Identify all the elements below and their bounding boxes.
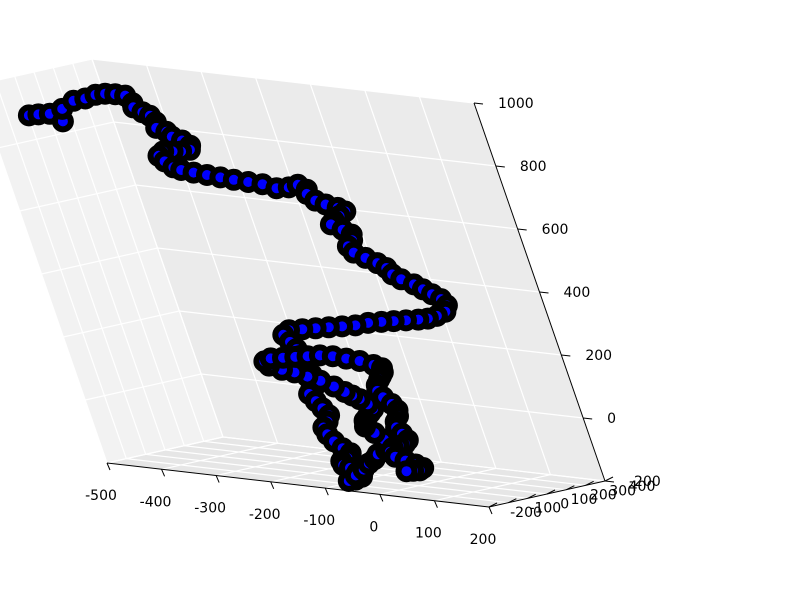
x-tick-label: -500 (85, 488, 117, 504)
z-tick-label: 800 (520, 159, 547, 175)
y-tick-label: 100 (571, 492, 598, 508)
x-tick-label: 200 (470, 532, 497, 548)
grid-line-z (0, 58, 475, 104)
grid-line-z (106, 436, 606, 482)
z-tick (473, 102, 484, 105)
y-tick (585, 480, 594, 486)
x-tick-label: 0 (369, 519, 378, 535)
z-tick (583, 417, 593, 420)
x-tick (161, 469, 166, 477)
z-tick-label: -200 (629, 474, 661, 490)
data-points (17, 82, 458, 492)
x-axis-line (106, 462, 490, 508)
z-tick (539, 291, 549, 294)
z-tick-label: 0 (607, 411, 616, 427)
z-tick (495, 165, 505, 168)
z-tick-label: 400 (564, 285, 591, 301)
x-tick (433, 500, 438, 508)
x-tick (324, 487, 329, 496)
data-point (395, 460, 418, 483)
z-tick-label: 1000 (498, 96, 534, 112)
grid-line-z (0, 121, 496, 167)
y-tick (566, 485, 575, 491)
y-tick (527, 493, 536, 499)
x-tick (215, 475, 220, 483)
x-tick-label: -200 (249, 507, 281, 523)
z-tick (604, 480, 615, 483)
y-tick-label: 400 (629, 479, 656, 495)
y-tick-label: -100 (529, 501, 561, 517)
x-tick (270, 481, 275, 490)
y-tick (546, 489, 556, 495)
x-tick (106, 462, 111, 471)
grid-line-z (19, 184, 518, 230)
grid-line-z (63, 310, 562, 356)
x-tick-label: -300 (194, 501, 226, 517)
z-tick-label: 600 (542, 222, 569, 238)
y-tick-label: -200 (510, 505, 542, 521)
z-tick (561, 354, 571, 357)
z-tick-label: 200 (585, 348, 612, 364)
y-tick-label: 200 (590, 488, 617, 504)
x-tick (379, 494, 384, 502)
x-tick-label: 100 (415, 526, 442, 542)
x-tick-label: -100 (303, 513, 335, 529)
pane-left (0, 59, 223, 463)
y-tick (604, 476, 614, 482)
y-tick (508, 498, 517, 504)
y-tick-label: 0 (560, 496, 569, 512)
axes-panes (0, 59, 605, 507)
tick-labels: -500 -400 -300 -200 -100 0 100 200-200-1000 1002… (85, 96, 661, 548)
x-tick (488, 506, 493, 515)
x-tick-label: -400 (140, 494, 172, 510)
z-tick (517, 228, 527, 231)
y-tick-label: 300 (609, 483, 636, 499)
tick-marks (106, 102, 615, 515)
y-tick (488, 502, 498, 508)
grid-line-z (85, 373, 584, 419)
